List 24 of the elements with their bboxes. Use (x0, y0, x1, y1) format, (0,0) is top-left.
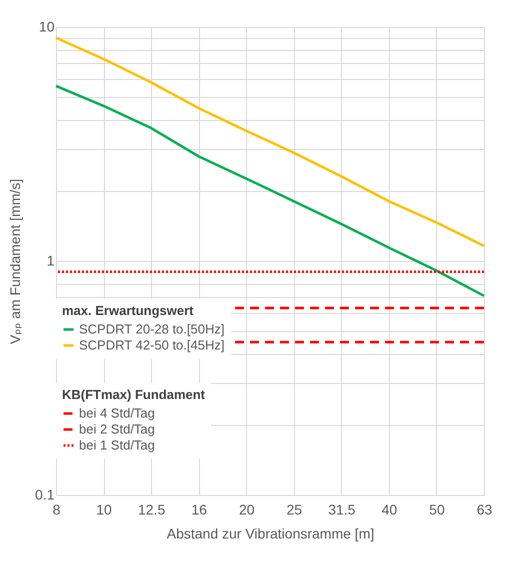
x-axis-title: Abstand zur Vibrationsramme [m] (166, 526, 374, 542)
x-tick-label: 12.5 (138, 502, 166, 518)
line-series (54, 36, 486, 248)
y-tick-label: 1 (46, 252, 55, 268)
legend-label: SCPDRT 42-50 to.[45Hz] (79, 338, 224, 352)
line-series (54, 84, 486, 298)
x-tick-label: 16 (191, 502, 208, 518)
y-tick-label: 0.1 (35, 486, 55, 502)
x-tick-label: 8 (52, 502, 61, 518)
x-tick-label: 63 (476, 502, 492, 518)
x-tick-label: 25 (286, 502, 302, 518)
x-tick-label: 10 (96, 502, 112, 518)
x-tick-label: 20 (238, 502, 255, 518)
y-axis-title: Vₚₚ am Fundament [mm/s] (7, 178, 24, 344)
legend-label: bei 4 Std/Tag (79, 406, 155, 420)
x-tick-label: 31.5 (328, 502, 356, 518)
annotation: KB(FTmax) Fundament (62, 387, 206, 402)
legend-label: SCPDRT 20-28 to.[50Hz] (79, 322, 224, 336)
legend-title: max. Erwartungswert (62, 303, 194, 318)
x-tick-label: 50 (429, 502, 445, 518)
legend-label: bei 2 Std/Tag (79, 422, 155, 436)
legend-label: bei 1 Std/Tag (79, 438, 155, 452)
x-tick-label: 40 (382, 502, 398, 518)
y-tick-label: 10 (38, 18, 55, 34)
